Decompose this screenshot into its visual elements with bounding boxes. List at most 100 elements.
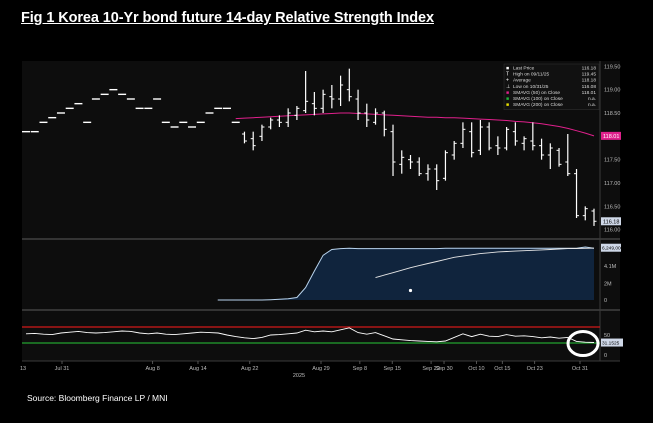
- ohlc-bar: [390, 124, 396, 176]
- ohlc-bar: [250, 131, 256, 151]
- x-axis-tick-label-12: Oct 31: [572, 366, 588, 372]
- legend-label: Average: [513, 78, 531, 84]
- ohlc-bar: [303, 71, 309, 113]
- legend-symbol: ⊥: [506, 84, 510, 90]
- legend-value: n.a.: [588, 103, 596, 108]
- legend-label: SMAVG (50) on Close: [513, 90, 560, 96]
- legend-label: Low on 10/31/25: [513, 84, 549, 90]
- ohlc-bar: [469, 122, 475, 158]
- ohlc-bar: [311, 92, 317, 116]
- ohlc-bar: [547, 143, 553, 169]
- rsi-highlight-circle: [566, 330, 600, 358]
- legend-value: 119.45: [582, 72, 597, 78]
- ohlc-bar: [399, 150, 405, 174]
- sma50-value-box: [601, 131, 621, 140]
- legend: ■ Last Price 116.18 T High on 09/11/25 119.45…: [503, 63, 600, 110]
- x-axis-tick-label-10: Oct 15: [494, 366, 510, 372]
- sma50-value-label: 118.01: [603, 134, 619, 140]
- chart-panel-bg: [22, 61, 620, 361]
- last-price-value-box: [601, 217, 621, 226]
- legend-label: High on 09/11/25: [513, 72, 550, 78]
- ohlc-bar: [329, 85, 335, 109]
- ohlc-bar: [425, 164, 431, 181]
- x-axis-tick-label-0: Jul 31: [55, 366, 70, 372]
- ohlc-bar: [565, 134, 571, 176]
- legend-label: Last Price: [513, 66, 535, 72]
- x-axis-year-label: 2025: [293, 373, 305, 379]
- ohlc-bar: [364, 103, 370, 127]
- legend-value: 118.18: [582, 78, 597, 84]
- volume-value-label: 6,249,000: [602, 246, 624, 252]
- legend-value: 116.08: [582, 84, 597, 90]
- figure-title: Fig 1 Korea 10-Yr bond future 14-day Rel…: [21, 10, 434, 26]
- volume-axis-tick-2: 2M: [604, 281, 612, 287]
- ohlc-bar: [486, 122, 492, 151]
- price-axis-tick-4: 117.50: [604, 158, 620, 164]
- open-interest-area: [217, 247, 594, 300]
- ohlc-bar: [294, 106, 300, 120]
- open-interest-line: [217, 246, 595, 301]
- x-axis-tick-label-4: Aug 29: [312, 366, 329, 372]
- volume-axis-tick-1: 4.1M: [604, 264, 617, 270]
- ohlc-bar: [276, 115, 282, 127]
- ohlc-bar: [373, 108, 379, 125]
- rsi-value-label: 31.1525: [602, 341, 620, 347]
- legend-value: n.a.: [588, 97, 596, 102]
- legend-symbol: ■: [506, 96, 509, 102]
- legend-symbol: T: [506, 72, 509, 78]
- volume-average-line: [375, 247, 595, 279]
- ohlc-bar: [259, 124, 265, 141]
- rsi-axis-tick-0: 50: [604, 333, 610, 339]
- ohlc-bar: [521, 136, 527, 151]
- x-axis-tick-label-2: Aug 14: [189, 366, 206, 372]
- ohlc-bar: [504, 127, 510, 151]
- x-axis-tick-label-11: Oct 23: [527, 366, 543, 372]
- price-axis-tick-1: 119.00: [604, 88, 620, 94]
- x-axis-tick-label-1: Aug 8: [145, 366, 159, 372]
- ohlc-bar: [451, 141, 457, 160]
- source-note: Source: Bloomberg Finance LP / MNI: [27, 393, 168, 403]
- legend-value: 118.01: [582, 90, 597, 96]
- ohlc-bar: [512, 122, 518, 146]
- x-axis-tick-stub: 13: [20, 366, 26, 372]
- legend-label: SMAVG (200) on Close: [513, 102, 563, 108]
- legend-label: SMAVG (100) on Close: [513, 96, 563, 102]
- legend-symbol: ■: [506, 66, 509, 72]
- price-axis-tick-0: 119.50: [604, 64, 620, 70]
- price-axis-tick-7: 116.00: [604, 228, 620, 234]
- ohlc-bar: [434, 164, 440, 190]
- ohlc-bar: [241, 131, 247, 144]
- x-axis-tick-label-7: Sep 22: [422, 366, 439, 372]
- ohlc-bar: [574, 169, 580, 218]
- ohlc-bar: [320, 89, 326, 113]
- ohlc-bar: [530, 122, 536, 151]
- last-price-value-label: 116.18: [603, 219, 619, 225]
- ohlc-bar: [355, 89, 361, 120]
- ohlc-bar: [539, 138, 545, 160]
- ohlc-bar: [338, 75, 344, 106]
- price-axis-tick-5: 117.00: [604, 181, 620, 187]
- ohlc-bar: [477, 120, 483, 155]
- ohlc-bar: [268, 117, 274, 130]
- legend-bg: [503, 63, 600, 110]
- ohlc-bar: [460, 122, 466, 148]
- ohlc-bar: [591, 208, 597, 226]
- rsi-line: [25, 327, 595, 343]
- legend-symbol: ■: [506, 90, 509, 96]
- rsi-value-box: [601, 338, 623, 347]
- volume-value-box: [601, 243, 621, 252]
- x-axis-tick-label-5: Sep 8: [353, 366, 367, 372]
- x-axis-tick-label-3: Aug 22: [241, 366, 258, 372]
- x-axis-tick-label-9: Oct 10: [468, 366, 484, 372]
- price-axis-tick-2: 118.50: [604, 111, 620, 117]
- price-axis-tick-6: 116.50: [604, 204, 620, 210]
- legend-symbol: ■: [506, 102, 509, 108]
- ohlc-bar: [582, 206, 588, 221]
- ohlc-bar: [495, 136, 501, 155]
- legend-symbol: +: [506, 78, 509, 84]
- volume-marker-dot: [408, 288, 413, 293]
- x-axis-tick-label-8: Sep 30: [435, 366, 452, 372]
- ohlc-bar: [556, 148, 562, 167]
- ohlc-bar: [407, 155, 413, 169]
